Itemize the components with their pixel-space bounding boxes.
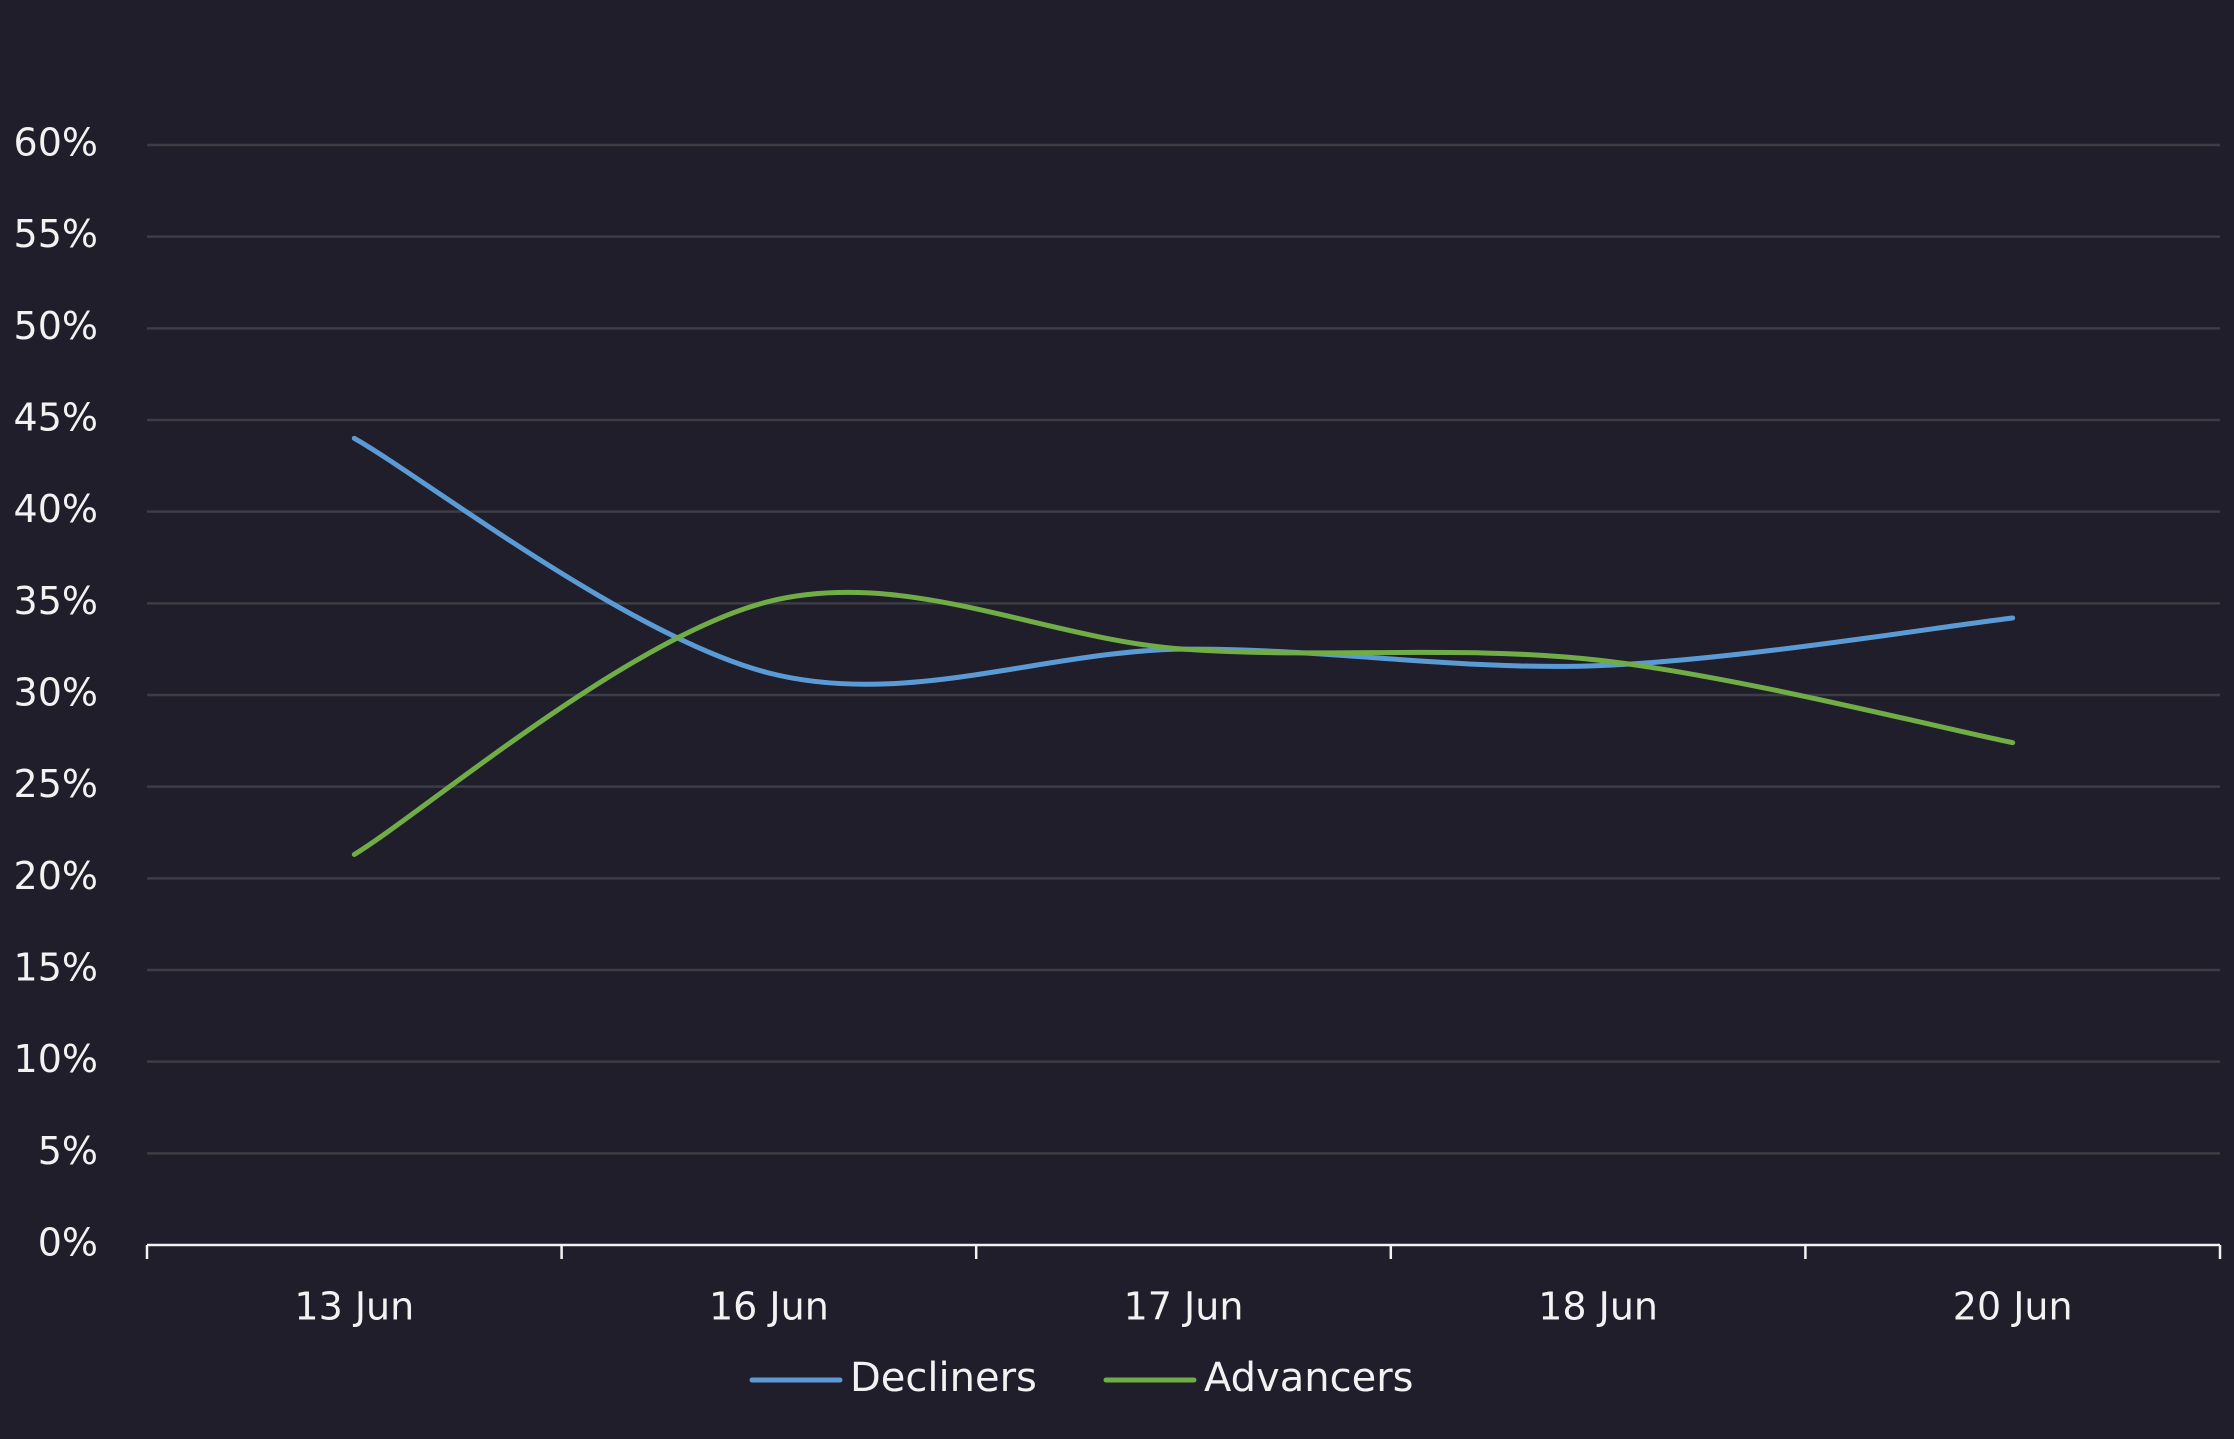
x-tick-label: 18 Jun (1538, 1285, 1658, 1329)
y-tick-label: 0% (38, 1221, 98, 1265)
x-tick-label: 17 Jun (1124, 1285, 1244, 1329)
x-axis: 13 Jun 16 Jun 17 Jun 18 Jun 20 Jun (145, 1243, 2222, 1329)
y-tick-label: 40% (14, 487, 98, 531)
y-tick-label: 15% (14, 946, 98, 990)
y-tick-label: 20% (14, 854, 98, 898)
y-tick-label: 25% (14, 762, 98, 806)
y-tick-label: 45% (14, 396, 98, 440)
x-tick-label: 13 Jun (294, 1285, 414, 1329)
x-tick-label: 16 Jun (709, 1285, 829, 1329)
series-lines (351, 435, 2016, 857)
y-axis-tick-labels: 0% 5% 10% 15% 20% 25% 30% 35% 40% 45% 50% 55% 60% (14, 121, 98, 1265)
y-tick-label: 30% (14, 671, 98, 715)
y-tick-label: 60% (14, 121, 98, 165)
series-line-advancers (351, 589, 2016, 857)
legend-label-decliners: Decliners (850, 1355, 1037, 1401)
y-tick-label: 10% (14, 1037, 98, 1081)
y-tick-label: 55% (14, 212, 98, 256)
legend-label-advancers: Advancers (1204, 1355, 1413, 1401)
y-tick-label: 5% (38, 1129, 98, 1173)
x-tick-label: 20 Jun (1953, 1285, 2073, 1329)
y-tick-label: 50% (14, 304, 98, 348)
y-tick-label: 35% (14, 579, 98, 623)
legend: Decliners Advancers (749, 1355, 1413, 1401)
gridlines (147, 143, 2220, 1155)
